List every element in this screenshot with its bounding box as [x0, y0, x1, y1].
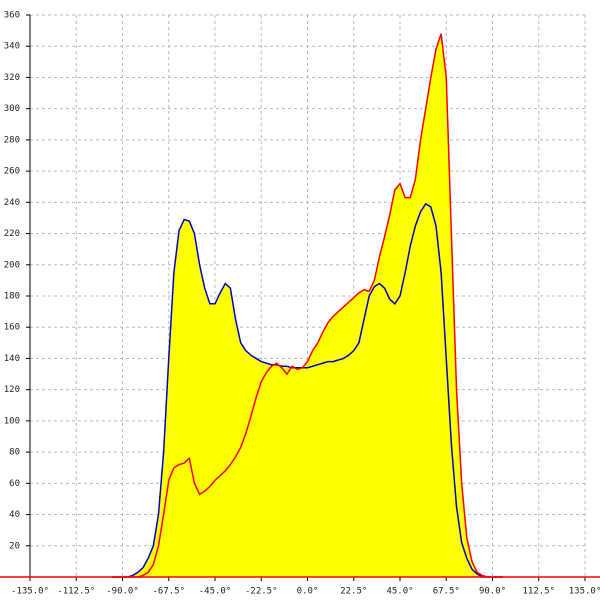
x-tick-label: -22.5°: [245, 587, 278, 597]
y-tick-label: 20: [9, 541, 20, 551]
x-tick-label: -112.5°: [57, 587, 95, 597]
y-tick-label: 360: [4, 11, 20, 21]
x-tick-label: -90.0°: [106, 587, 139, 597]
y-tick-label: 320: [4, 73, 20, 83]
x-tick-label: 67.5°: [433, 587, 460, 597]
line: [112, 33, 503, 578]
y-tick-label: 240: [4, 198, 20, 208]
y-tick-label: 200: [4, 260, 20, 270]
y-tick-label: 180: [4, 292, 20, 302]
y-tick-label: 160: [4, 323, 20, 333]
area: [112, 33, 503, 577]
x-tick-label: 22.5°: [340, 587, 367, 597]
y-tick-label: 280: [4, 135, 20, 145]
y-tick-label: 300: [4, 104, 20, 114]
y-tick-label: 80: [9, 448, 20, 458]
y-tick-label: 140: [4, 354, 20, 364]
x-tick-label: 90.0°: [479, 587, 506, 597]
x-tick-label: 112.5°: [522, 587, 555, 597]
y-tick-label: 220: [4, 229, 20, 239]
x-tick-label: 0.0°: [297, 587, 319, 597]
y-tick-label: 60: [9, 479, 20, 489]
y-tick-label: 100: [4, 416, 20, 426]
y-tick-label: 40: [9, 510, 20, 520]
x-tick-label: 135.0°: [569, 587, 600, 597]
x-tick-label: -135.0°: [11, 587, 49, 597]
y-tick-label: 340: [4, 42, 20, 52]
line: [112, 202, 503, 578]
x-tick-label: -67.5°: [152, 587, 185, 597]
y-tick-label: 120: [4, 385, 20, 395]
y-tick-label: 260: [4, 167, 20, 177]
x-tick-label: 45.0°: [386, 587, 413, 597]
x-tick-label: -45.0°: [199, 587, 232, 597]
